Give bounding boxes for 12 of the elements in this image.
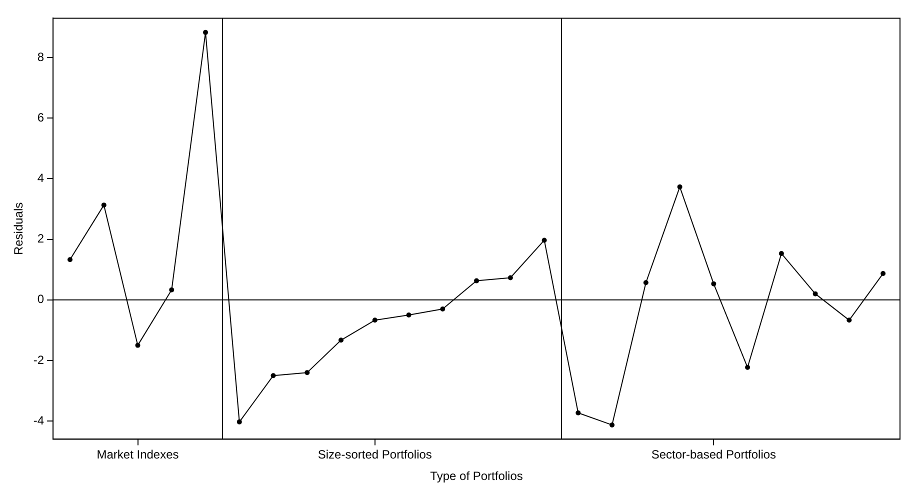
y-tick-label: -4 — [33, 413, 44, 428]
x-axis-title: Type of Portfolios — [430, 469, 523, 484]
x-tick-label: Market Indexes — [96, 448, 179, 462]
y-axis-title: Residuals — [12, 202, 26, 256]
y-tick-label: 8 — [37, 50, 44, 64]
y-tick-label: 4 — [37, 171, 44, 186]
y-tick-label: -2 — [33, 352, 44, 367]
x-tick-label: Sector-based Portfolios — [651, 448, 776, 462]
y-tick-label: 2 — [37, 232, 44, 246]
y-tick-label: 6 — [37, 110, 44, 124]
y-tick-label: 0 — [37, 292, 44, 306]
x-tick-label: Size-sorted Portfolios — [318, 448, 432, 462]
